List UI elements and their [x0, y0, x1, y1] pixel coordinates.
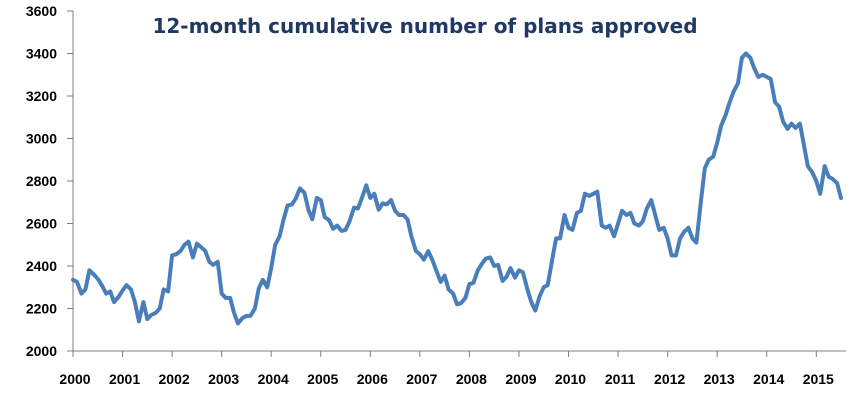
y-tick-label: 3000	[26, 131, 57, 147]
y-tick-label: 2000	[26, 343, 57, 359]
x-tick-label: 2006	[357, 371, 388, 387]
y-axis: 2000 2200 2400 2600 2800 3000 3200 3400 3600	[26, 3, 74, 359]
y-tick-label: 2600	[26, 216, 57, 232]
y-tick-label: 2800	[26, 173, 57, 189]
x-tick-label: 2013	[704, 371, 735, 387]
x-tick-label: 2000	[59, 371, 90, 387]
y-tick-label: 2400	[26, 258, 57, 274]
x-tick-label: 2004	[258, 371, 289, 387]
x-axis: 2000 2001 2002 2003 2004 2005 2006 2007 2008 2009…	[59, 350, 846, 387]
x-tick-label: 2012	[654, 371, 685, 387]
series-line	[71, 51, 843, 326]
y-tick-label: 3200	[26, 88, 57, 104]
x-tick-label: 2003	[208, 371, 239, 387]
x-tick-label: 2011	[605, 371, 636, 387]
y-tick-label: 3400	[26, 46, 57, 62]
y-tick-label: 2200	[26, 301, 57, 317]
x-tick-label: 2009	[505, 371, 536, 387]
x-tick-label: 2010	[555, 371, 586, 387]
x-tick-label: 2001	[109, 371, 140, 387]
chart-title: 12-month cumulative number of plans appr…	[152, 14, 697, 38]
x-tick-label: 2014	[753, 371, 784, 387]
x-tick-label: 2002	[159, 371, 190, 387]
x-tick-label: 2005	[307, 371, 338, 387]
x-tick-label: 2015	[803, 371, 834, 387]
x-tick-label: 2007	[406, 371, 437, 387]
y-tick-label: 3600	[26, 3, 57, 19]
x-tick-label: 2008	[456, 371, 487, 387]
